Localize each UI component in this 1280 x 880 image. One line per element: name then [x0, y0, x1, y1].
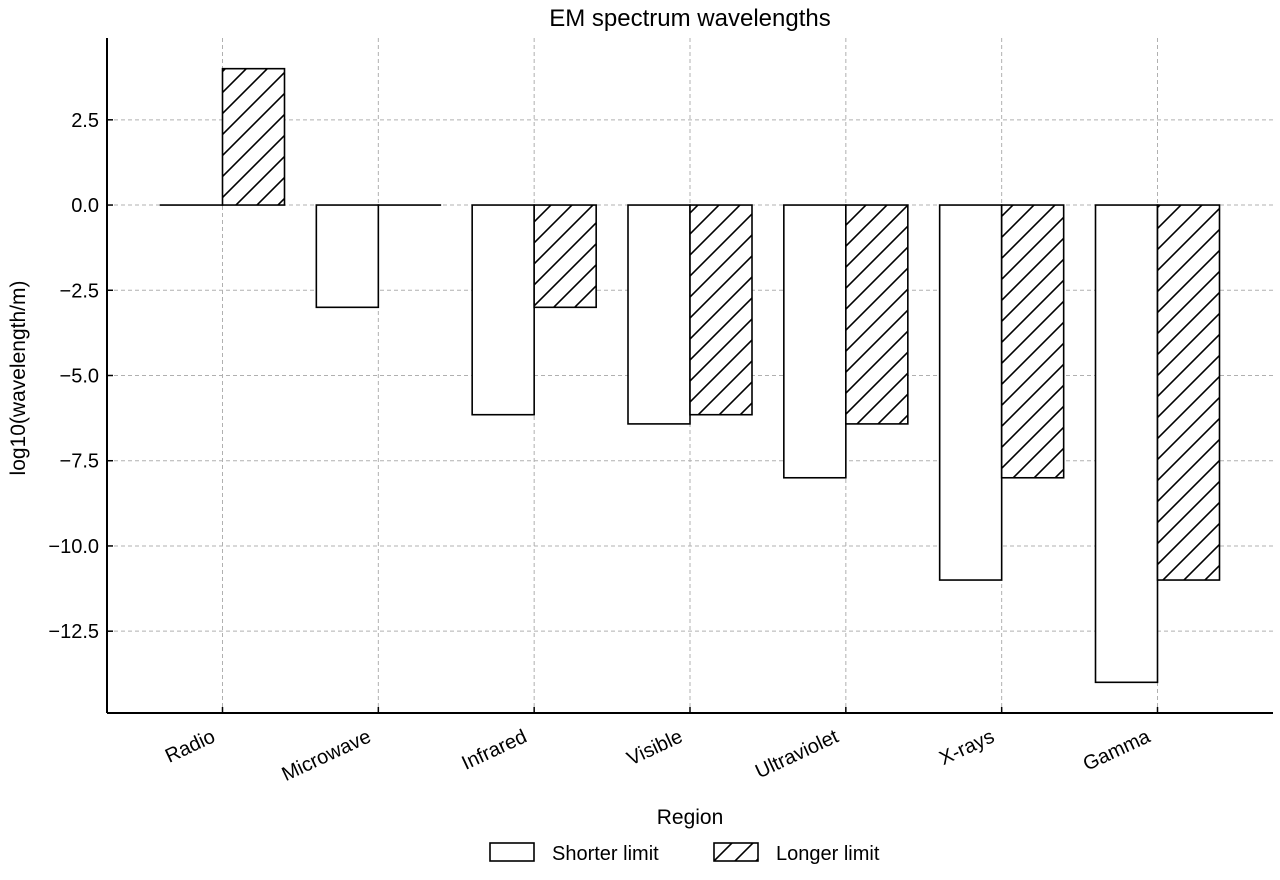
- y-axis-title: log10(wavelength/m): [7, 281, 30, 476]
- bar-longer-infrared: [533, 204, 597, 309]
- x-tick-label: Gamma: [1080, 725, 1155, 775]
- legend-label: Longer limit: [776, 843, 880, 865]
- legend-swatch: [489, 842, 535, 862]
- bars: [159, 67, 1221, 684]
- y-tick-label: −7.5: [60, 451, 99, 473]
- bar-shorter-infrared: [471, 204, 535, 416]
- legend-label: Shorter limit: [552, 843, 659, 865]
- bar-shorter-ultraviolet: [783, 204, 847, 479]
- y-tick-label: 0.0: [71, 195, 99, 217]
- legend: Shorter limit Longer limit: [489, 842, 880, 865]
- bar-shorter-visible: [627, 204, 691, 425]
- x-tick-label: Radio: [162, 726, 219, 768]
- y-tick-label: 2.5: [71, 110, 99, 132]
- chart-title: EM spectrum wavelengths: [549, 5, 830, 32]
- bar-longer-x-rays: [1000, 204, 1065, 479]
- x-ticks: Radio Microwave Infrared Visible Ultraviolet…: [162, 707, 1159, 786]
- y-tick-label: −5.0: [60, 366, 99, 388]
- bar-shorter-gamma: [1094, 204, 1159, 684]
- bar-longer-visible: [689, 204, 753, 416]
- y-tick-label: −2.5: [60, 280, 99, 302]
- x-tick-label: Microwave: [279, 726, 375, 786]
- x-tick-label: Ultraviolet: [752, 725, 842, 783]
- y-ticks: 2.5 0.0 −2.5 −5.0 −7.5 −10.0 −12.5: [48, 110, 113, 643]
- x-tick-label: X-rays: [936, 726, 998, 770]
- x-tick-label: Infrared: [459, 726, 531, 775]
- bar-longer-ultraviolet: [845, 204, 909, 425]
- x-axis-title: Region: [657, 806, 724, 829]
- y-tick-label: −12.5: [48, 621, 99, 643]
- bar-shorter-microwave: [315, 204, 380, 309]
- bar-shorter-x-rays: [938, 204, 1003, 581]
- x-tick-label: Visible: [624, 726, 686, 771]
- bar-longer-radio: [221, 67, 286, 206]
- legend-swatch: [713, 842, 759, 862]
- bar-longer-gamma: [1156, 204, 1221, 581]
- y-tick-label: −10.0: [48, 536, 99, 558]
